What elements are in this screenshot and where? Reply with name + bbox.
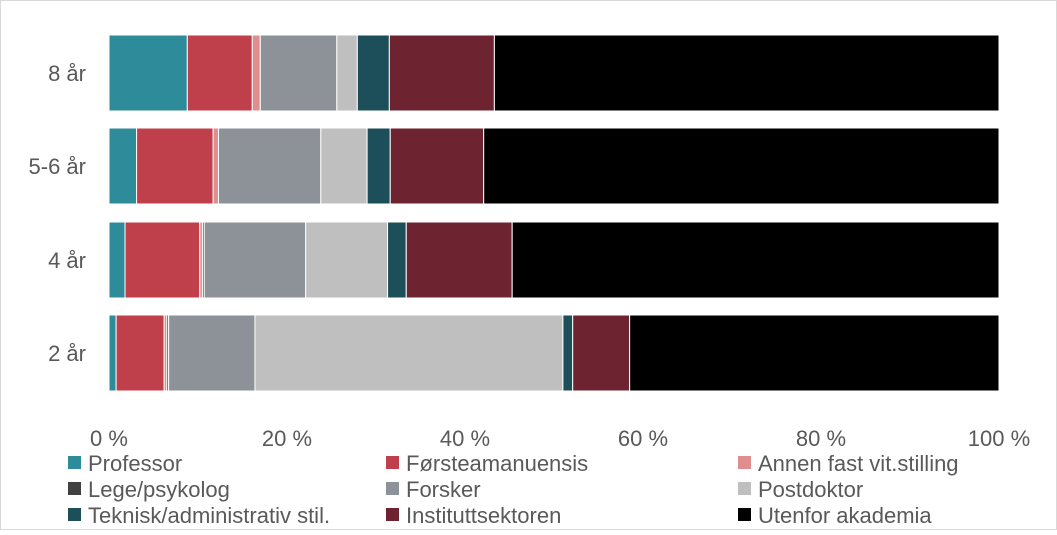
- bar-segment-forsker-2-a-r: [168, 314, 256, 392]
- x-tick-label-20: 20 %: [262, 426, 312, 451]
- bar-segment-postdoktor-2-a-r: [254, 314, 564, 392]
- category-label-8-a-r: 8 år: [48, 61, 86, 86]
- bar-segment-annen-fast-vit-stilling-5-6-a-r: [212, 127, 219, 205]
- x-tick-label-100: 100 %: [968, 426, 1030, 451]
- legend-swatch-instituttsektoren: [386, 508, 399, 521]
- bar-segment-instituttsektoren-5-6-a-r: [389, 127, 485, 205]
- legend-label-utenfor-akademia: Utenfor akademia: [758, 503, 932, 528]
- category-label-4-a-r: 4 år: [48, 248, 86, 273]
- bar-segment-postdoktor-5-6-a-r: [320, 127, 368, 205]
- legend-swatch-postdoktor: [738, 482, 751, 495]
- bar-segment-forsker-5-6-a-r: [217, 127, 322, 205]
- legend-label-f-rsteamanuensis: Førsteamanuensis: [406, 451, 588, 476]
- legend-swatch-teknisk-administrativ-stil: [68, 508, 81, 521]
- x-tick-label-40: 40 %: [440, 426, 490, 451]
- bar-segment-annen-fast-vit-stilling-8-a-r: [251, 34, 261, 112]
- legend-swatch-lege-psykolog: [68, 482, 81, 495]
- category-labels: 8 år 5-6 år 4 år 2 år: [29, 61, 86, 366]
- bar-segment-instituttsektoren-8-a-r: [388, 34, 495, 112]
- bar-segment-utenfor-akademia-4-a-r: [511, 221, 1000, 299]
- bar-segment-f-rsteamanuensis-2-a-r: [115, 314, 165, 392]
- bar-segment-f-rsteamanuensis-8-a-r: [186, 34, 253, 112]
- category-label-5-6-a-r: 5-6 år: [29, 154, 86, 179]
- legend-swatch-f-rsteamanuensis: [386, 456, 399, 469]
- legend-swatch-annen-fast-vit-stilling: [738, 456, 751, 469]
- legend-label-teknisk-administrativ-stil: Teknisk/administrativ stil.: [88, 503, 330, 528]
- bar-segment-postdoktor-8-a-r: [336, 34, 358, 112]
- bar-segment-utenfor-akademia-8-a-r: [493, 34, 1000, 112]
- legend-label-professor: Professor: [88, 451, 182, 476]
- legend-label-annen-fast-vit-stilling: Annen fast vit.stilling: [758, 451, 959, 476]
- bar-segment-utenfor-akademia-5-6-a-r: [483, 127, 1000, 205]
- bar-segment-professor-8-a-r: [108, 34, 188, 112]
- bar-segment-professor-5-6-a-r: [108, 127, 138, 205]
- bar-segment-instituttsektoren-2-a-r: [572, 314, 631, 392]
- bar-segment-teknisk-administrativ-stil-5-6-a-r: [366, 127, 391, 205]
- legend-label-forsker: Forsker: [406, 477, 481, 502]
- bars-group: [108, 34, 1000, 392]
- category-label-2-a-r: 2 år: [48, 341, 86, 366]
- bar-segment-professor-2-a-r: [108, 314, 117, 392]
- bar-segment-instituttsektoren-4-a-r: [405, 221, 513, 299]
- x-tick-label-80: 80 %: [796, 426, 846, 451]
- legend-swatch-utenfor-akademia: [738, 508, 751, 521]
- bar-segment-teknisk-administrativ-stil-8-a-r: [356, 34, 390, 112]
- legend-swatch-professor: [68, 456, 81, 469]
- legend-label-instituttsektoren: Instituttsektoren: [406, 503, 561, 528]
- bar-segment-forsker-4-a-r: [203, 221, 307, 299]
- legend: Professor Førsteamanuensis Annen fast vit.…: [68, 451, 959, 528]
- bar-segment-postdoktor-4-a-r: [305, 221, 389, 299]
- bar-segment-teknisk-administrativ-stil-2-a-r: [562, 314, 574, 392]
- legend-swatch-forsker: [386, 482, 399, 495]
- legend-label-postdoktor: Postdoktor: [758, 477, 863, 502]
- bar-segment-forsker-8-a-r: [259, 34, 338, 112]
- bar-segment-f-rsteamanuensis-4-a-r: [124, 221, 201, 299]
- legend-label-lege-psykolog: Lege/psykolog: [88, 477, 230, 502]
- bar-segment-professor-4-a-r: [108, 221, 126, 299]
- x-tick-labels: 0 % 20 % 40 % 60 % 80 % 100 %: [90, 426, 1030, 451]
- bar-segment-utenfor-akademia-2-a-r: [629, 314, 1000, 392]
- bar-segment-teknisk-administrativ-stil-4-a-r: [387, 221, 407, 299]
- x-tick-label-0: 0 %: [90, 426, 128, 451]
- x-tick-label-60: 60 %: [618, 426, 668, 451]
- bar-segment-f-rsteamanuensis-5-6-a-r: [136, 127, 214, 205]
